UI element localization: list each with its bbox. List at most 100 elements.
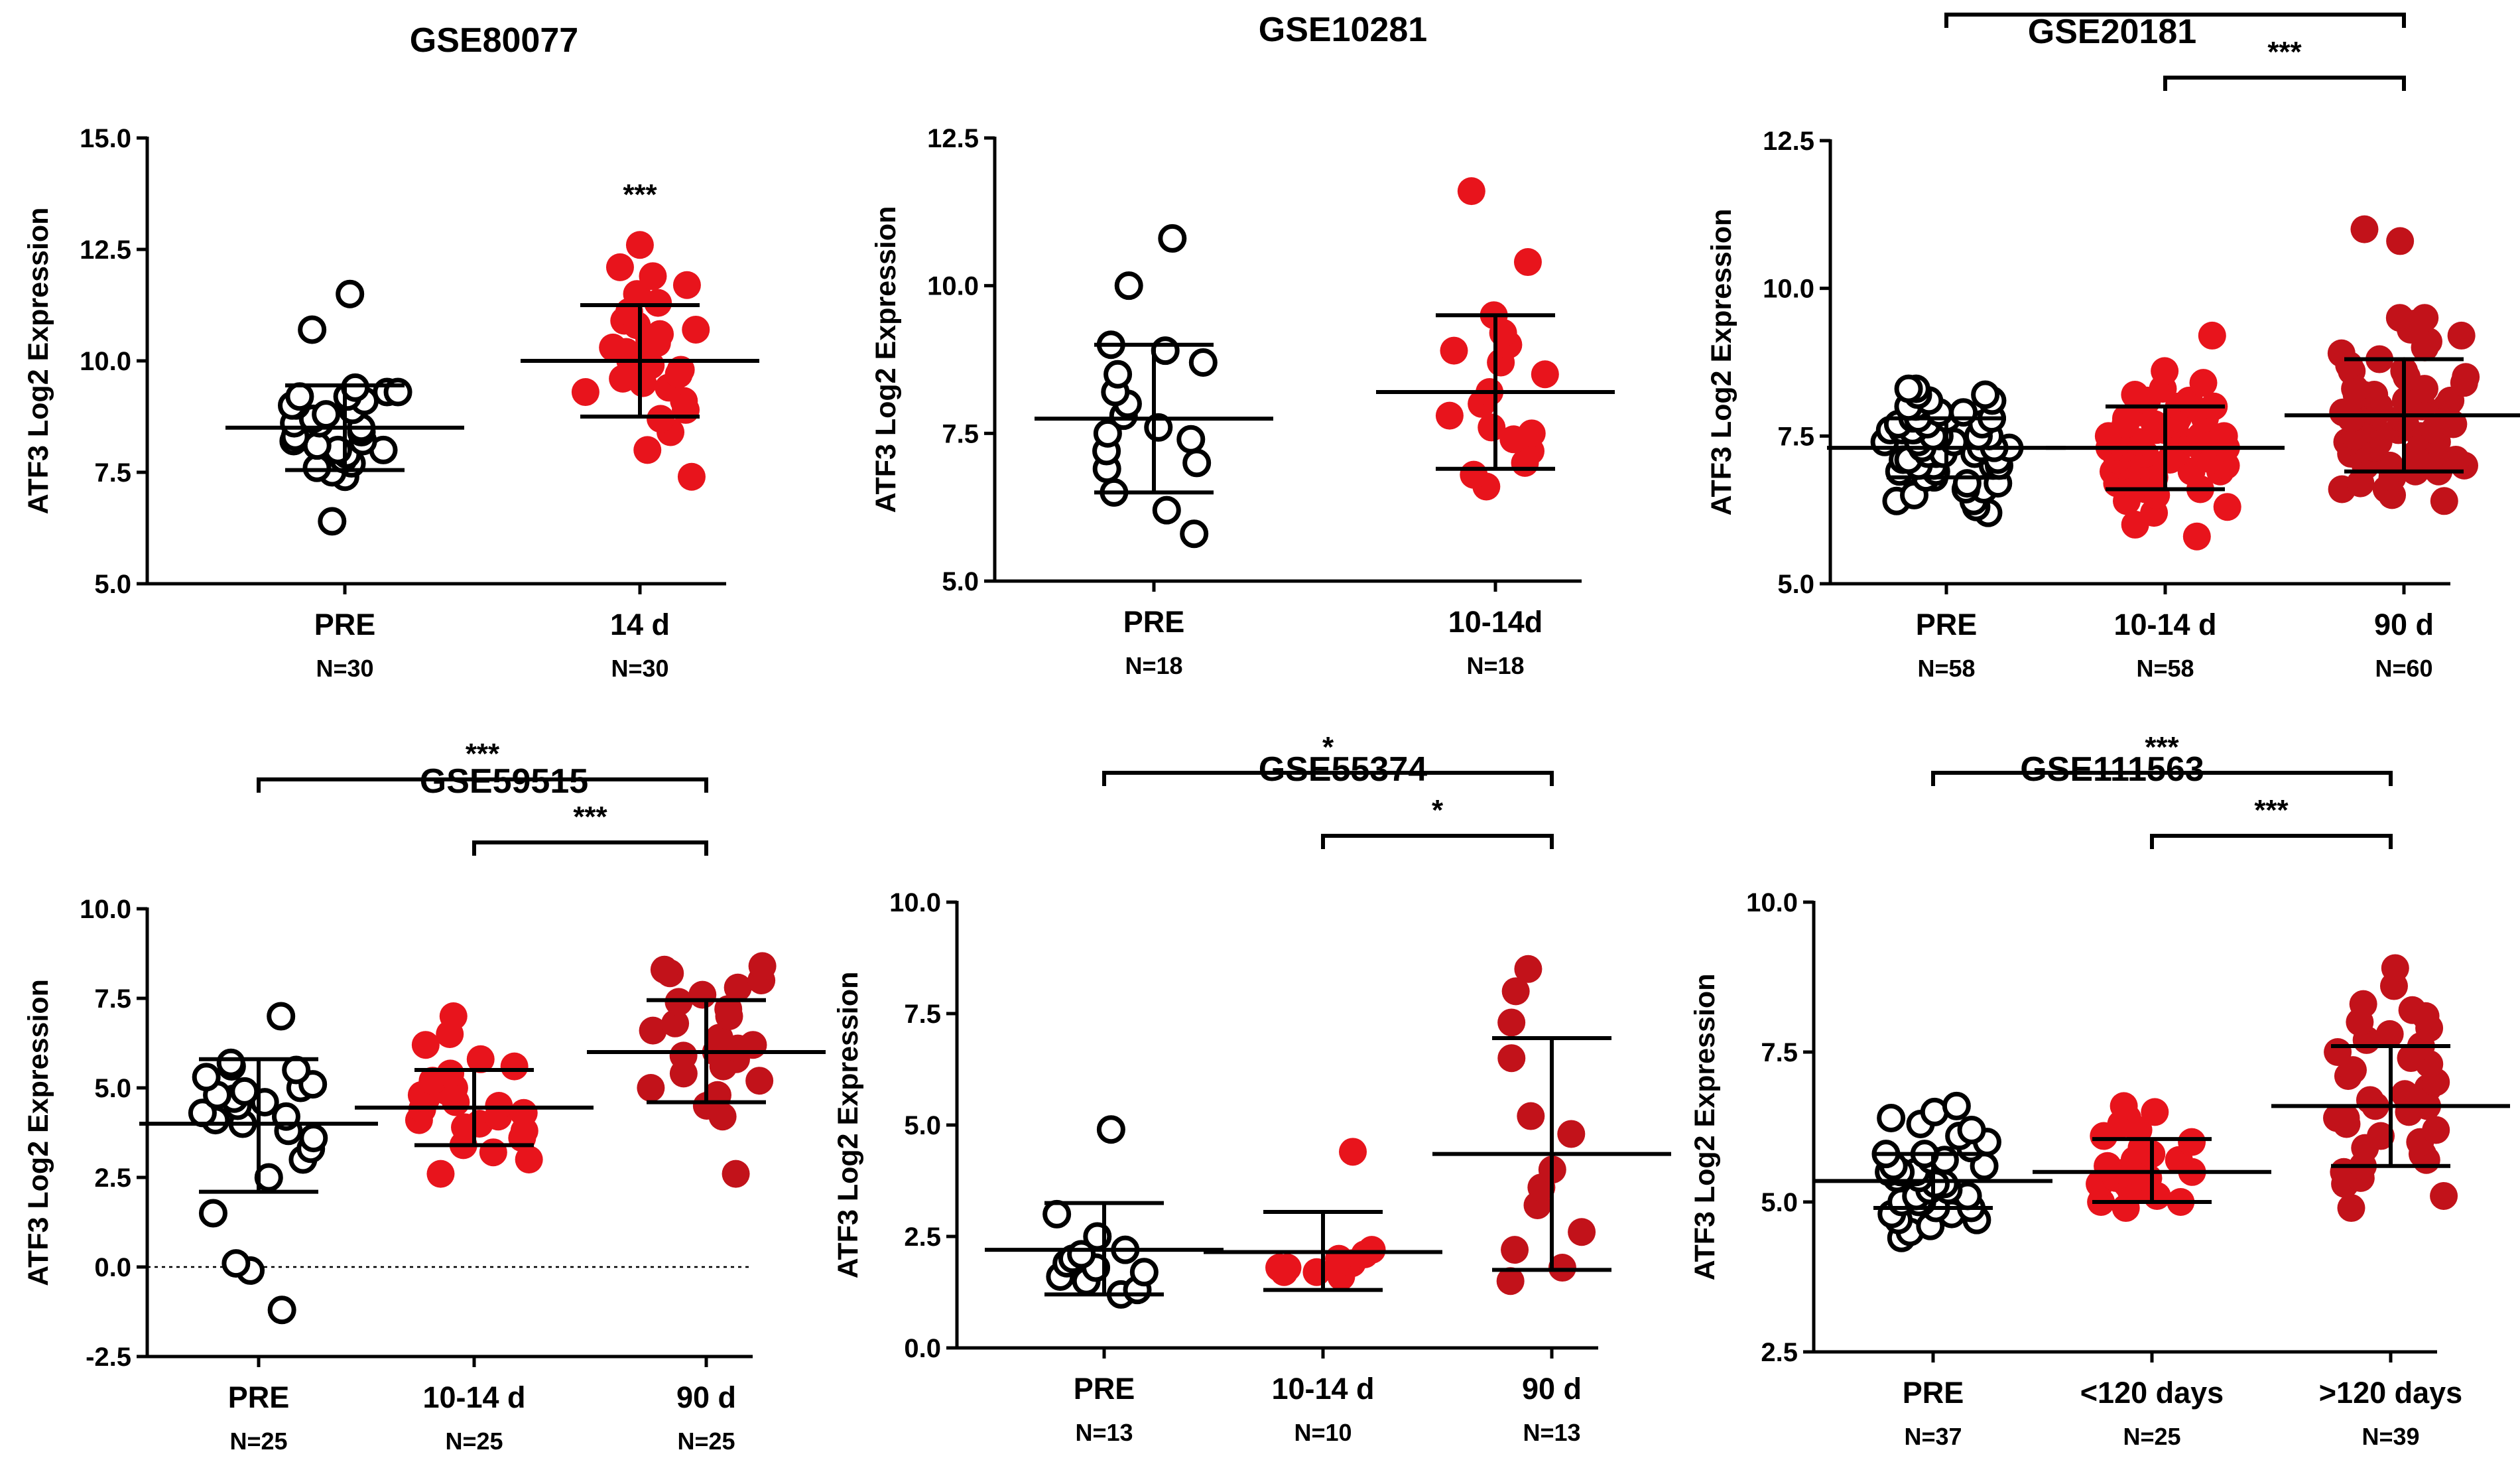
group-n-label: N=13 (1075, 1419, 1133, 1446)
x-category-label: 10-14 d (422, 1380, 525, 1414)
data-point (1501, 977, 1530, 1006)
group-n-label: N=58 (2136, 655, 2194, 682)
data-point (633, 436, 662, 464)
y-tick-label: -2.5 (86, 1343, 131, 1372)
chart-panel-5: GSE55374 ATF3 Log2 Expression 0.0 2.5 5.0 7.5… (832, 731, 1671, 1446)
significance-bracket (257, 777, 708, 793)
data-point (2375, 1020, 2404, 1048)
data-point (198, 1199, 227, 1228)
y-tick-label: 5.0 (1761, 1188, 1798, 1217)
significance-bracket (2163, 76, 2406, 91)
data-point (682, 315, 710, 344)
data-point (646, 320, 674, 348)
data-point (705, 1024, 733, 1052)
x-category-label: <120 days (2080, 1376, 2224, 1410)
y-tick-label: 2.5 (94, 1163, 131, 1193)
y-tick-label: 7.5 (1777, 422, 1814, 451)
y-tick-label: 12.5 (80, 235, 131, 265)
data-point (2198, 321, 2226, 350)
y-tick-label: 7.5 (942, 419, 979, 448)
data-point (1103, 360, 1133, 389)
y-tick-label: 10.0 (927, 272, 979, 301)
data-point (1949, 398, 1978, 427)
data-point (1042, 1199, 1072, 1229)
data-point (479, 1138, 507, 1167)
data-point (466, 1045, 495, 1073)
data-point (221, 1249, 251, 1278)
data-point (1517, 419, 1546, 448)
data-point (2141, 1098, 2169, 1126)
y-axis-label: ATF3 Log2 Expression (23, 208, 54, 515)
data-point (500, 1052, 529, 1081)
x-category-label: >120 days (2319, 1376, 2462, 1410)
data-point (1129, 1258, 1159, 1287)
significance-bracket (1321, 834, 1554, 849)
group-n-label: N=30 (611, 655, 668, 682)
chart-panel-2: GSE10281 ATF3 Log2 Expression 5.0 7.5 10.0 12… (870, 11, 1615, 679)
group-n-label: N=10 (1294, 1419, 1352, 1446)
significance-stars: *** (2158, 0, 2192, 5)
data-point (2391, 1080, 2419, 1108)
data-point (1514, 955, 1543, 983)
data-point (2350, 215, 2379, 243)
group-n-label: N=25 (2123, 1423, 2180, 1450)
data-point (2349, 990, 2377, 1018)
data-point (1496, 1267, 1525, 1296)
data-point (2452, 363, 2480, 391)
data-point (639, 1016, 667, 1045)
group-n-label: N=13 (1523, 1419, 1580, 1446)
chart-title: GSE20181 (2028, 13, 2196, 51)
data-point (2447, 321, 2476, 350)
data-point (724, 973, 752, 1002)
significance-bracket (1944, 13, 2406, 28)
y-tick-label: 12.5 (927, 124, 979, 153)
data-point (1460, 460, 1488, 489)
y-tick-label: 7.5 (1761, 1038, 1798, 1067)
data-point (2337, 1194, 2365, 1223)
data-point (599, 333, 627, 362)
data-point (341, 373, 370, 402)
data-point (2381, 954, 2409, 982)
significance-stars: *** (2267, 36, 2302, 68)
data-point (1971, 380, 2000, 409)
y-tick-label: 10.0 (1746, 888, 1798, 917)
data-point (748, 952, 777, 980)
significance-bracket (472, 840, 708, 856)
y-tick-label: 5.0 (94, 570, 131, 599)
data-point (267, 1002, 296, 1031)
data-point (2213, 493, 2241, 521)
y-tick-label: 5.0 (904, 1111, 941, 1140)
chart-title: GSE111563 (2020, 750, 2204, 789)
group-n-label: N=25 (445, 1428, 503, 1455)
data-point (625, 231, 654, 259)
chart-title: GSE55374 (1259, 750, 1427, 789)
data-point (1265, 1254, 1294, 1282)
data-point (2422, 1116, 2450, 1144)
data-point (298, 315, 327, 344)
data-point (2367, 1122, 2395, 1150)
data-point (2430, 487, 2458, 515)
data-point (2386, 227, 2415, 255)
data-point (677, 462, 706, 491)
group-n-label: N=30 (316, 655, 373, 682)
data-point (1501, 1236, 1529, 1264)
data-point (1093, 419, 1122, 448)
group-n-label: N=18 (1466, 652, 1524, 679)
data-point (1894, 374, 1923, 403)
data-point (1517, 1102, 1545, 1130)
significance-stars: *** (623, 178, 657, 211)
data-point (2442, 445, 2470, 474)
data-point (722, 1160, 750, 1188)
data-point (2411, 304, 2439, 332)
x-category-label: 10-14d (1448, 605, 1543, 639)
y-tick-label: 15.0 (80, 124, 131, 153)
y-tick-label: 2.5 (1761, 1338, 1798, 1367)
data-point (2398, 996, 2426, 1024)
group-n-label: N=39 (2362, 1423, 2419, 1450)
y-tick-label: 10.0 (889, 888, 941, 917)
data-point (1952, 469, 1982, 498)
data-point (1176, 425, 1206, 454)
data-point (605, 253, 634, 281)
data-point (1151, 336, 1180, 366)
